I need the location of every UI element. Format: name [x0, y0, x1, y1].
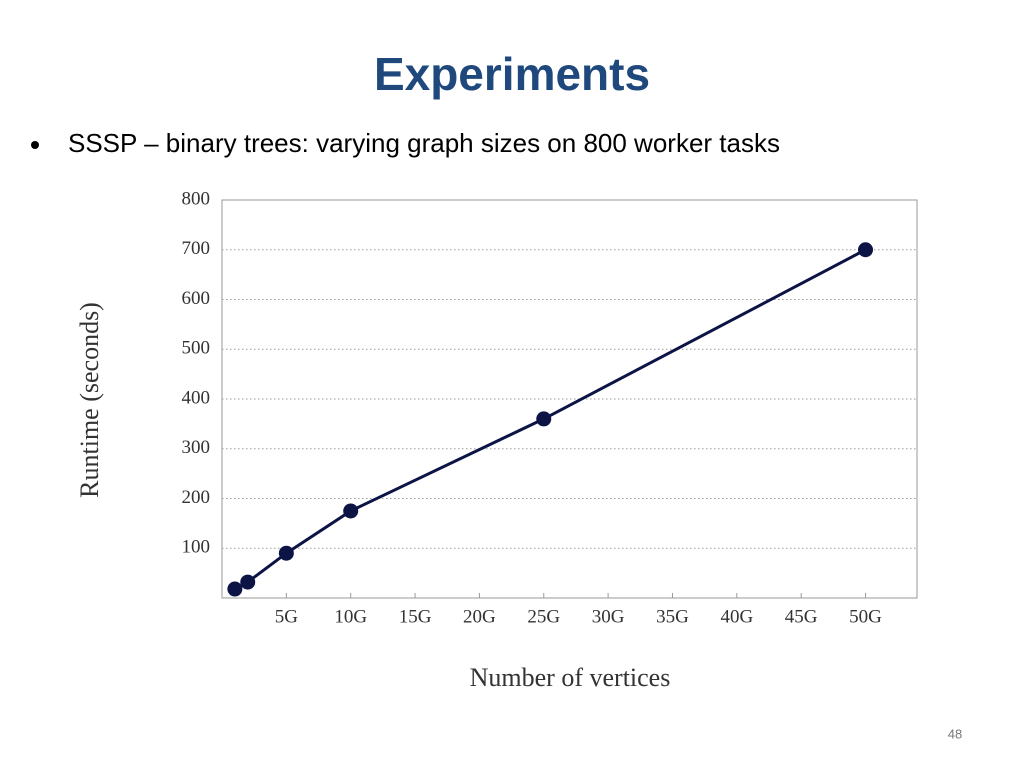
x-tick-label: 50G: [849, 606, 882, 627]
data-point: [536, 411, 552, 427]
y-tick-label: 800: [182, 188, 211, 209]
y-axis-label: Runtime (seconds): [75, 302, 104, 498]
y-tick-label: 700: [182, 238, 211, 259]
x-tick-label: 45G: [785, 606, 818, 627]
slide-title: Experiments: [374, 48, 650, 100]
bullet-dot: [31, 141, 39, 149]
y-tick-label: 600: [182, 288, 211, 309]
x-tick-label: 20G: [463, 606, 496, 627]
y-tick-label: 400: [182, 387, 211, 408]
y-tick-label: 200: [182, 487, 211, 508]
page-number: 48: [948, 726, 962, 741]
bullet-text: SSSP – binary trees: varying graph sizes…: [68, 128, 780, 158]
data-point: [858, 242, 874, 258]
x-tick-label: 40G: [720, 606, 753, 627]
x-tick-label: 15G: [399, 606, 432, 627]
x-tick-label: 5G: [275, 606, 299, 627]
data-point: [240, 574, 256, 590]
x-tick-label: 30G: [592, 606, 625, 627]
x-axis-label: Number of vertices: [470, 663, 671, 692]
data-point: [343, 503, 359, 519]
x-tick-label: 35G: [656, 606, 689, 627]
data-point: [278, 545, 294, 561]
y-tick-label: 500: [182, 338, 211, 359]
data-point: [227, 581, 243, 597]
y-tick-label: 300: [182, 437, 211, 458]
y-tick-label: 100: [182, 537, 211, 558]
x-tick-label: 10G: [334, 606, 367, 627]
x-tick-label: 25G: [527, 606, 560, 627]
